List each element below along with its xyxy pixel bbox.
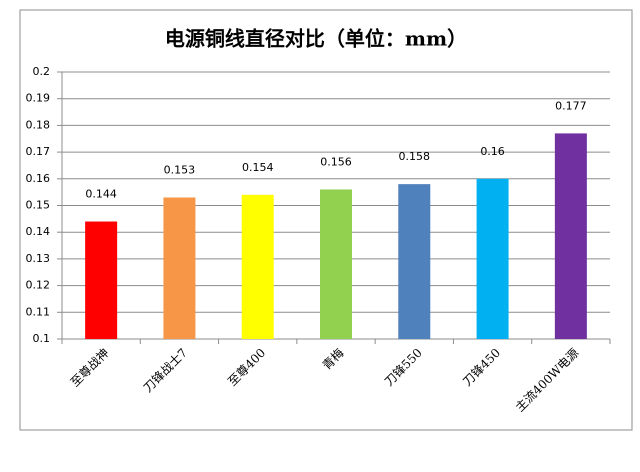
y-tick-label: 0.11 [26,305,51,318]
data-label: 0.16 [480,145,505,158]
bar [163,197,196,339]
chart-title: 电源铜线直径对比（单位：mm） [165,27,467,51]
bar [476,178,509,339]
bar [398,184,431,339]
y-tick-label: 0.17 [26,145,51,158]
data-label: 0.177 [555,99,587,112]
data-label: 0.153 [164,163,196,176]
y-tick-label: 0.2 [33,65,51,78]
y-tick-label: 0.14 [26,225,51,238]
data-label: 0.156 [320,155,352,168]
y-tick-label: 0.12 [26,279,51,292]
data-label: 0.144 [85,188,117,201]
data-label: 0.158 [399,150,431,163]
data-label: 0.154 [242,161,274,174]
y-tick-label: 0.18 [26,118,51,131]
bar [241,194,274,339]
y-tick-label: 0.16 [26,172,51,185]
bar [554,133,587,339]
y-tick-label: 0.13 [26,252,51,265]
y-tick-label: 0.1 [33,332,51,345]
bar [85,221,118,339]
y-tick-label: 0.19 [26,92,51,105]
bar [320,189,352,339]
y-tick-label: 0.15 [26,199,51,212]
